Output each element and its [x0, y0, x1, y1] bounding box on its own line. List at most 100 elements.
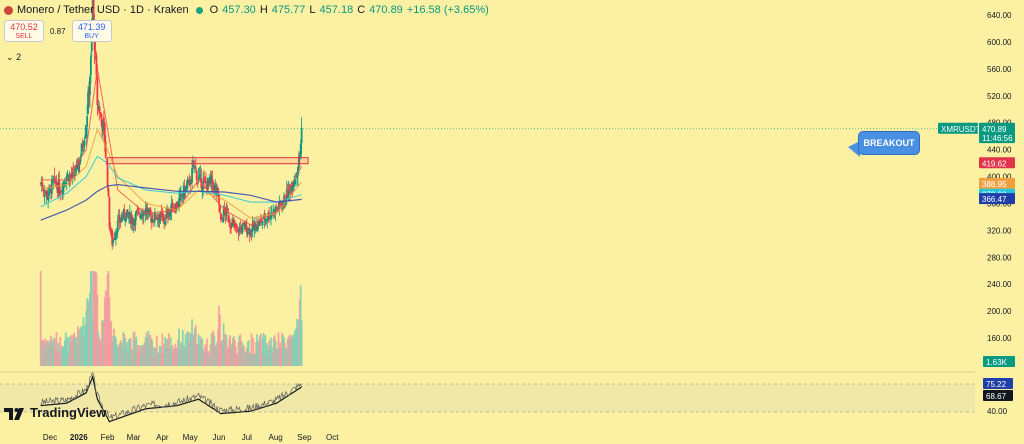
volume-bar	[76, 326, 79, 366]
volume-bar	[166, 338, 168, 366]
candle-body	[144, 208, 147, 216]
candle-body	[40, 184, 43, 187]
volume-bar	[288, 335, 291, 366]
candle-body	[109, 228, 112, 231]
indicator-count: 2	[16, 52, 22, 62]
volume-bar	[55, 332, 58, 366]
volume-bar	[138, 350, 141, 366]
candle-body	[167, 215, 170, 217]
volume-bar	[45, 340, 48, 366]
candle-body	[134, 213, 137, 226]
candle-body	[300, 127, 303, 144]
candle-body	[107, 188, 110, 197]
volume-bar	[274, 341, 277, 366]
volume-bar	[285, 350, 288, 366]
volume-bar	[128, 339, 131, 366]
volume-bar	[94, 272, 97, 366]
candle-body	[250, 231, 253, 234]
volume-bar	[244, 352, 246, 366]
candle-body	[63, 183, 65, 186]
candle-body	[154, 214, 157, 219]
candle-body	[120, 217, 123, 223]
candle-body	[101, 119, 103, 129]
sell-button[interactable]: 470.52 SELL	[4, 20, 44, 42]
candle-body	[219, 204, 221, 212]
candle-body	[190, 182, 193, 184]
volume-bar	[73, 332, 76, 366]
candle-body	[112, 239, 115, 244]
moving-average-line	[40, 68, 303, 226]
indicator-toggle[interactable]: ⌄ 2	[6, 52, 21, 63]
volume-bar	[246, 341, 249, 366]
volume-bar	[159, 346, 162, 366]
volume-bar	[61, 345, 63, 366]
candle-body	[188, 177, 191, 179]
candle-body	[284, 201, 287, 205]
volume-bar	[198, 342, 201, 366]
candle-body	[64, 182, 67, 184]
volume-bar	[275, 348, 278, 366]
volume-bar	[209, 344, 212, 366]
volume-bar	[212, 330, 215, 366]
volume-bar	[205, 348, 207, 366]
volume-bar	[127, 352, 129, 366]
volume-bar	[227, 347, 230, 366]
candle-body	[234, 224, 237, 226]
volume-bar	[82, 316, 85, 366]
candle-body	[115, 231, 118, 233]
candle-body	[265, 219, 268, 222]
volume-bar	[51, 344, 54, 366]
candle-body	[288, 185, 291, 189]
volume-bar	[182, 345, 185, 366]
volume-bar	[63, 340, 66, 366]
high-value: 475.77	[271, 4, 306, 16]
volume-bar	[160, 353, 163, 366]
volume-bar	[281, 332, 284, 366]
volume-bar	[60, 347, 63, 366]
volume-bar	[292, 334, 295, 366]
volume-bar	[88, 300, 90, 366]
volume-bar	[291, 336, 294, 366]
candle-body	[225, 208, 228, 216]
price-label-box	[979, 157, 1015, 169]
candle-body	[118, 214, 121, 223]
x-tick-label: Jun	[213, 433, 226, 442]
volume-bar	[222, 323, 225, 366]
candle-body	[158, 217, 161, 223]
candle-body	[66, 173, 69, 178]
candle-body	[146, 210, 149, 214]
candle-body	[177, 204, 180, 206]
candle-body	[205, 181, 207, 184]
breakout-callout[interactable]: BREAKOUT	[858, 131, 920, 155]
volume-bar	[68, 336, 71, 366]
candle-body	[211, 178, 214, 185]
symbol-title[interactable]: Monero / Tether USD · 1D · Kraken	[17, 4, 189, 16]
volume-bar	[141, 347, 144, 366]
volume-bar	[208, 356, 211, 366]
volume-bar	[218, 305, 220, 366]
volume-bar	[86, 298, 89, 366]
candle-body	[247, 228, 250, 232]
volume-bar	[295, 328, 297, 366]
volume-bar	[232, 338, 234, 366]
market-status-icon	[195, 6, 203, 14]
volume-bar	[57, 342, 60, 366]
candle-body	[78, 160, 81, 164]
candle-body	[270, 213, 272, 218]
candle-body	[262, 215, 265, 220]
resistance-zone	[107, 157, 309, 165]
candle-body	[294, 179, 297, 185]
price-label-text: 366.47	[982, 195, 1007, 204]
volume-bar	[165, 348, 167, 366]
volume-bar	[116, 347, 119, 366]
candle-body	[104, 141, 107, 158]
buy-button[interactable]: 471.39 BUY	[71, 20, 112, 42]
volume-bar	[46, 340, 49, 366]
volume-bar	[83, 336, 86, 366]
candle-body	[71, 172, 74, 178]
volume-bar	[284, 348, 287, 366]
candle-body	[62, 183, 64, 195]
sell-price: 470.52	[10, 22, 38, 32]
volume-bar	[223, 333, 226, 366]
